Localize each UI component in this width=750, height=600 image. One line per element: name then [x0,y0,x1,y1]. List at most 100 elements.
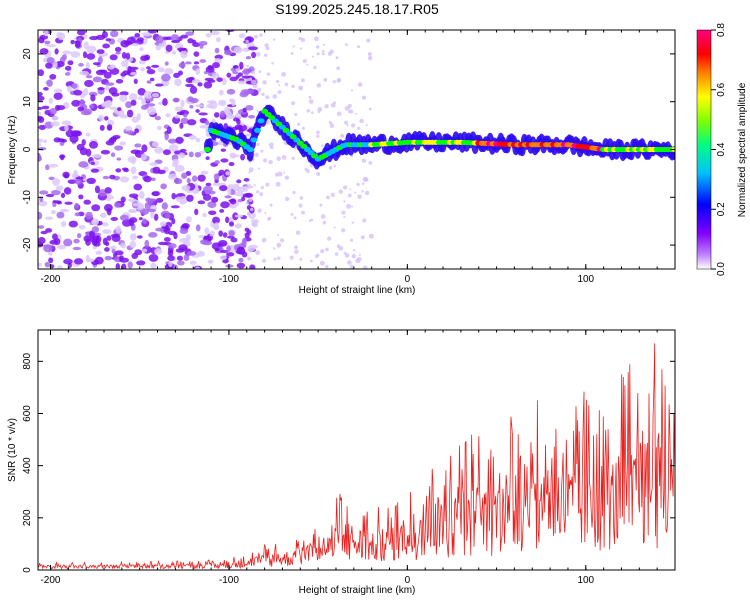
noise-blob [60,220,67,227]
noise-blob [155,227,165,232]
noise-blob [219,185,228,192]
noise-blob [208,210,217,216]
noise-dot [346,124,349,127]
noise-blob [161,202,168,210]
noise-blob [85,255,90,263]
noise-blob [56,244,67,250]
noise-blob [114,145,124,151]
y-tick-label: 800 [22,353,33,370]
noise-blob [168,243,177,249]
noise-blob [244,89,255,94]
noise-dot [275,181,281,187]
snr-y-ticks: 0 200 400 600 800 [22,353,675,573]
noise-dot [258,70,262,74]
noise-dot [281,155,287,160]
noise-blob [219,255,227,261]
noise-dot [284,82,289,87]
noise-blob [117,107,122,112]
noise-blob [172,158,180,166]
noise-blob [164,132,169,141]
noise-blob [163,237,171,242]
noise-dot [368,107,372,111]
noise-blob [155,197,164,203]
noise-blob [167,255,175,262]
noise-blob [102,175,110,180]
colorbar-tick-label: 0.0 [716,262,727,276]
noise-blob [247,245,255,252]
noise-blob [78,225,86,230]
noise-dot [315,45,320,49]
noise-blob [126,109,134,118]
noise-dot [290,51,294,55]
x-tick-label: -200 [40,575,60,586]
noise-dot [332,80,336,84]
noise-blob [104,116,109,121]
noise-blob [173,72,180,79]
y-tick-label: 0 [22,146,33,152]
noise-dot [301,126,305,130]
noise-blob [237,72,243,77]
noise-blob [85,75,93,79]
noise-dot [248,250,252,253]
noise-blob [244,227,250,232]
noise-blob [68,220,79,228]
noise-dot [325,264,329,269]
noise-blob [64,201,73,205]
noise-dot [284,175,290,180]
noise-dot [344,253,350,258]
noise-blob [90,94,96,102]
noise-blob [167,173,177,180]
noise-blob [79,99,85,107]
noise-dot [357,194,362,200]
noise-dot [262,80,267,85]
noise-blob [170,205,180,209]
noise-blob [103,71,112,79]
noise-blob [128,209,136,213]
noise-blob [157,67,165,73]
noise-blob [38,142,42,147]
noise-dot [256,142,260,147]
noise-blob [179,200,186,205]
noise-blob [76,143,85,151]
noise-dot [340,133,345,139]
noise-blob [105,140,115,146]
noise-blob [86,177,96,185]
noise-blob [203,81,213,89]
noise-blob [130,166,137,175]
noise-blob [74,40,81,48]
noise-blob [83,235,91,242]
noise-blob [227,187,232,196]
noise-blob [195,137,201,143]
noise-dot [259,33,263,37]
noise-blob [218,101,227,107]
noise-blob [115,225,122,234]
noise-dot [326,236,332,241]
noise-blob [223,50,233,56]
noise-dot [322,43,326,46]
noise-dot [367,55,373,61]
noise-blob [126,130,135,136]
noise-blob [75,176,84,180]
noise-blob [205,182,212,187]
noise-blob [226,88,236,95]
noise-blob [70,130,81,137]
noise-blob [167,249,174,257]
noise-blob [45,228,53,233]
noise-blob [53,88,63,93]
noise-dot [301,210,305,215]
noise-blob [225,30,235,33]
x-tick-label: 0 [405,575,411,586]
noise-dot [322,49,325,53]
track-core-mark [257,118,265,124]
noise-dot [341,210,346,215]
noise-dot [319,203,323,207]
noise-blob [127,65,132,74]
noise-blob [148,232,158,238]
noise-dot [256,190,260,194]
noise-blob [134,128,140,134]
noise-blob [177,260,185,266]
noise-blob [106,124,113,131]
noise-blob [195,109,200,113]
noise-blob [245,105,254,111]
